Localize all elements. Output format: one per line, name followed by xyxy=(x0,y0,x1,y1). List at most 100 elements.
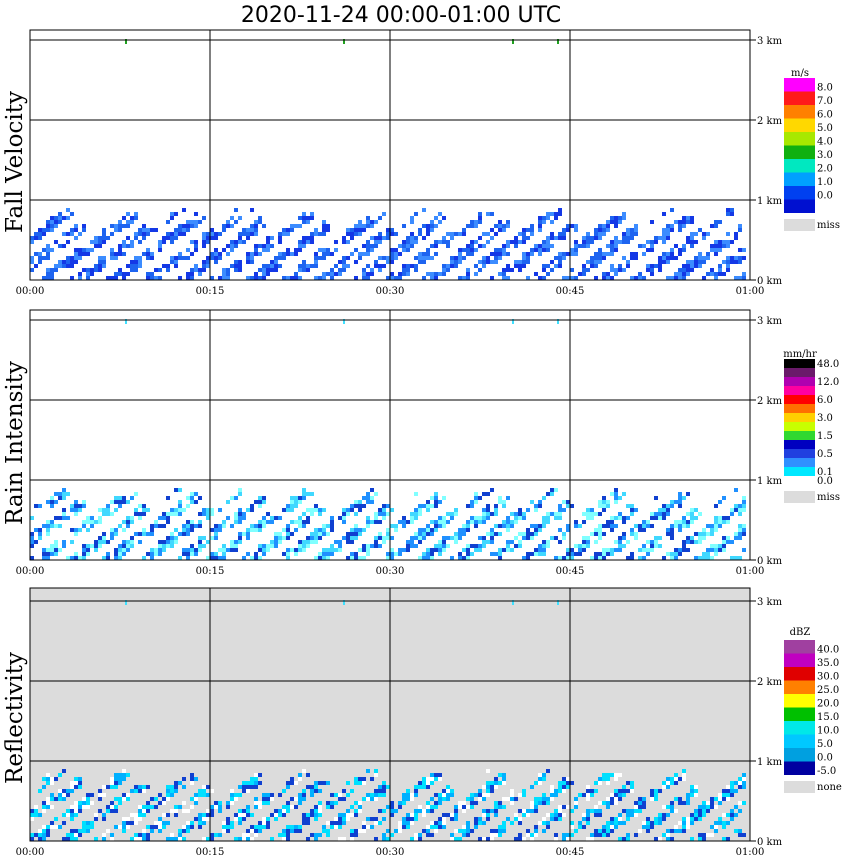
echo-cell xyxy=(338,817,342,821)
echo-cell xyxy=(686,801,690,805)
y-tick-label: 2 km xyxy=(757,677,783,688)
echo-cell xyxy=(90,821,94,825)
panel-rain-intensity: Rain Intensity 0 km1 km2 km3 km 00:00 00:… xyxy=(2,309,840,577)
echo-cell xyxy=(62,496,66,500)
echo-cell xyxy=(450,264,454,268)
echo-cell xyxy=(738,833,742,837)
echo-cell xyxy=(326,228,330,232)
echo-cell xyxy=(594,252,598,256)
echo-cell xyxy=(542,821,546,825)
echo-cell xyxy=(378,236,382,240)
echo-cell xyxy=(86,793,90,797)
echo-cell xyxy=(450,837,454,841)
echo-cell xyxy=(402,793,406,797)
echo-cell xyxy=(174,264,178,268)
echo-cell xyxy=(246,228,250,232)
echo-cell xyxy=(566,781,570,785)
echo-cell xyxy=(622,789,626,793)
echo-cell xyxy=(402,244,406,248)
echo-cell xyxy=(574,252,578,256)
echo-cell xyxy=(490,829,494,833)
echo-cell xyxy=(566,833,570,837)
echo-cell xyxy=(138,260,142,264)
echo-cell xyxy=(238,260,242,264)
echo-cell xyxy=(318,556,322,560)
echo-cell xyxy=(682,268,686,272)
echo-cell xyxy=(154,552,158,556)
echo-cell xyxy=(702,532,706,536)
echo-cell xyxy=(34,504,38,508)
echo-cell xyxy=(702,833,706,837)
echo-cell xyxy=(302,212,306,216)
echo-cell xyxy=(514,264,518,268)
echo-cell xyxy=(142,785,146,789)
echo-cell xyxy=(546,212,550,216)
echo-cell xyxy=(50,524,54,528)
echo-cell xyxy=(374,260,378,264)
echo-cell xyxy=(130,837,134,841)
echo-cell xyxy=(254,220,258,224)
echo-cell xyxy=(514,813,518,817)
echo-cell xyxy=(386,228,390,232)
echo-cell xyxy=(270,244,274,248)
y-tick-label: 0 km xyxy=(757,556,783,567)
echo-cell xyxy=(522,260,526,264)
echo-cell xyxy=(710,528,714,532)
echo-cell xyxy=(670,276,674,280)
echo-cell xyxy=(234,544,238,548)
echo-cell xyxy=(154,797,158,801)
echo-cell xyxy=(198,548,202,552)
echo-cell xyxy=(526,532,530,536)
echo-cell xyxy=(78,276,82,280)
echo-cell xyxy=(410,797,414,801)
echo-cell xyxy=(258,496,262,500)
echo-cell xyxy=(474,224,478,228)
echo-cell xyxy=(562,833,566,837)
echo-cell xyxy=(562,837,566,841)
echo-cell xyxy=(382,516,386,520)
echo-cell xyxy=(314,817,318,821)
echo-cell xyxy=(118,773,122,777)
echo-cell xyxy=(422,829,426,833)
echo-cell xyxy=(342,508,346,512)
echo-cell xyxy=(650,793,654,797)
echo-cell xyxy=(234,548,238,552)
echo-cell xyxy=(582,236,586,240)
echo-cell xyxy=(270,797,274,801)
echo-cell xyxy=(478,821,482,825)
echo-cell xyxy=(734,256,738,260)
echo-cell xyxy=(390,232,394,236)
echo-cell xyxy=(114,500,118,504)
echo-cell xyxy=(690,512,694,516)
echo-cell xyxy=(426,829,430,833)
echo-cell xyxy=(522,536,526,540)
echo-cell xyxy=(386,552,390,556)
echo-cell xyxy=(370,248,374,252)
echo-cell xyxy=(70,829,74,833)
echo-cell xyxy=(322,528,326,532)
echo-cell xyxy=(734,236,738,240)
echo-cell xyxy=(498,252,502,256)
echo-cell xyxy=(314,276,318,280)
echo-cell xyxy=(50,793,54,797)
echo-cell xyxy=(86,797,90,801)
echo-cell xyxy=(646,264,650,268)
echo-cell xyxy=(326,821,330,825)
echo-cell xyxy=(438,793,442,797)
echo-cell xyxy=(246,781,250,785)
echo-cell xyxy=(258,216,262,220)
echo-cell xyxy=(298,797,302,801)
echo-cell xyxy=(550,793,554,797)
echo-cell xyxy=(302,488,306,492)
echo-cell xyxy=(466,556,470,560)
echo-cell xyxy=(262,248,266,252)
echo-cell xyxy=(98,236,102,240)
echo-cell xyxy=(638,556,642,560)
echo-cell xyxy=(366,793,370,797)
echo-cell xyxy=(102,256,106,260)
echo-cell xyxy=(526,556,530,560)
echo-cell xyxy=(58,496,62,500)
echo-cell xyxy=(742,256,746,260)
echo-cell xyxy=(238,508,242,512)
